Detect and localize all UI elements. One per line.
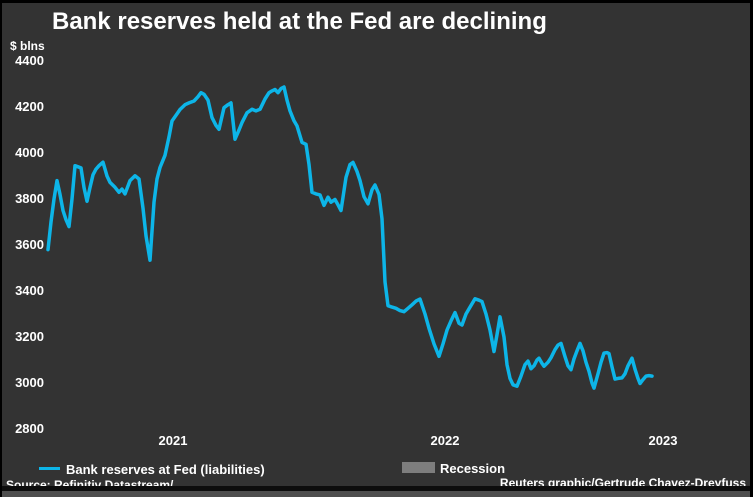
chart-title: Bank reserves held at the Fed are declin… xyxy=(52,8,547,35)
y-tick-label: 3800 xyxy=(15,191,44,206)
line-chart xyxy=(46,85,654,390)
legend-label-recession: Recession xyxy=(440,461,506,477)
x-tick-label: 2023 xyxy=(648,433,678,448)
reserves-line-swatch xyxy=(39,467,60,471)
y-tick-label: 3200 xyxy=(15,329,44,344)
recession-swatch xyxy=(402,462,435,474)
y-tick-label: 2800 xyxy=(15,421,44,436)
legend-label-reserves: Bank reserves at Fed (liabilities) xyxy=(66,462,265,478)
x-tick-label: 2021 xyxy=(158,433,188,448)
bottom-edge-strip xyxy=(2,491,750,497)
y-tick-label: 3400 xyxy=(15,283,44,298)
x-tick-label: 2022 xyxy=(430,433,460,448)
y-tick-label: 3000 xyxy=(15,375,44,390)
y-axis-unit-label: $ blns xyxy=(10,39,45,53)
legend-item-reserves: Bank reserves at Fed (liabilities) xyxy=(39,461,265,477)
y-tick-label: 4000 xyxy=(15,145,44,160)
reserves-line xyxy=(46,85,654,390)
bottom-border xyxy=(2,486,750,491)
y-tick-label: 4400 xyxy=(15,53,44,68)
y-tick-label: 3600 xyxy=(15,237,44,252)
legend-item-recession: Recession xyxy=(402,460,505,476)
y-tick-label: 4200 xyxy=(15,99,44,114)
